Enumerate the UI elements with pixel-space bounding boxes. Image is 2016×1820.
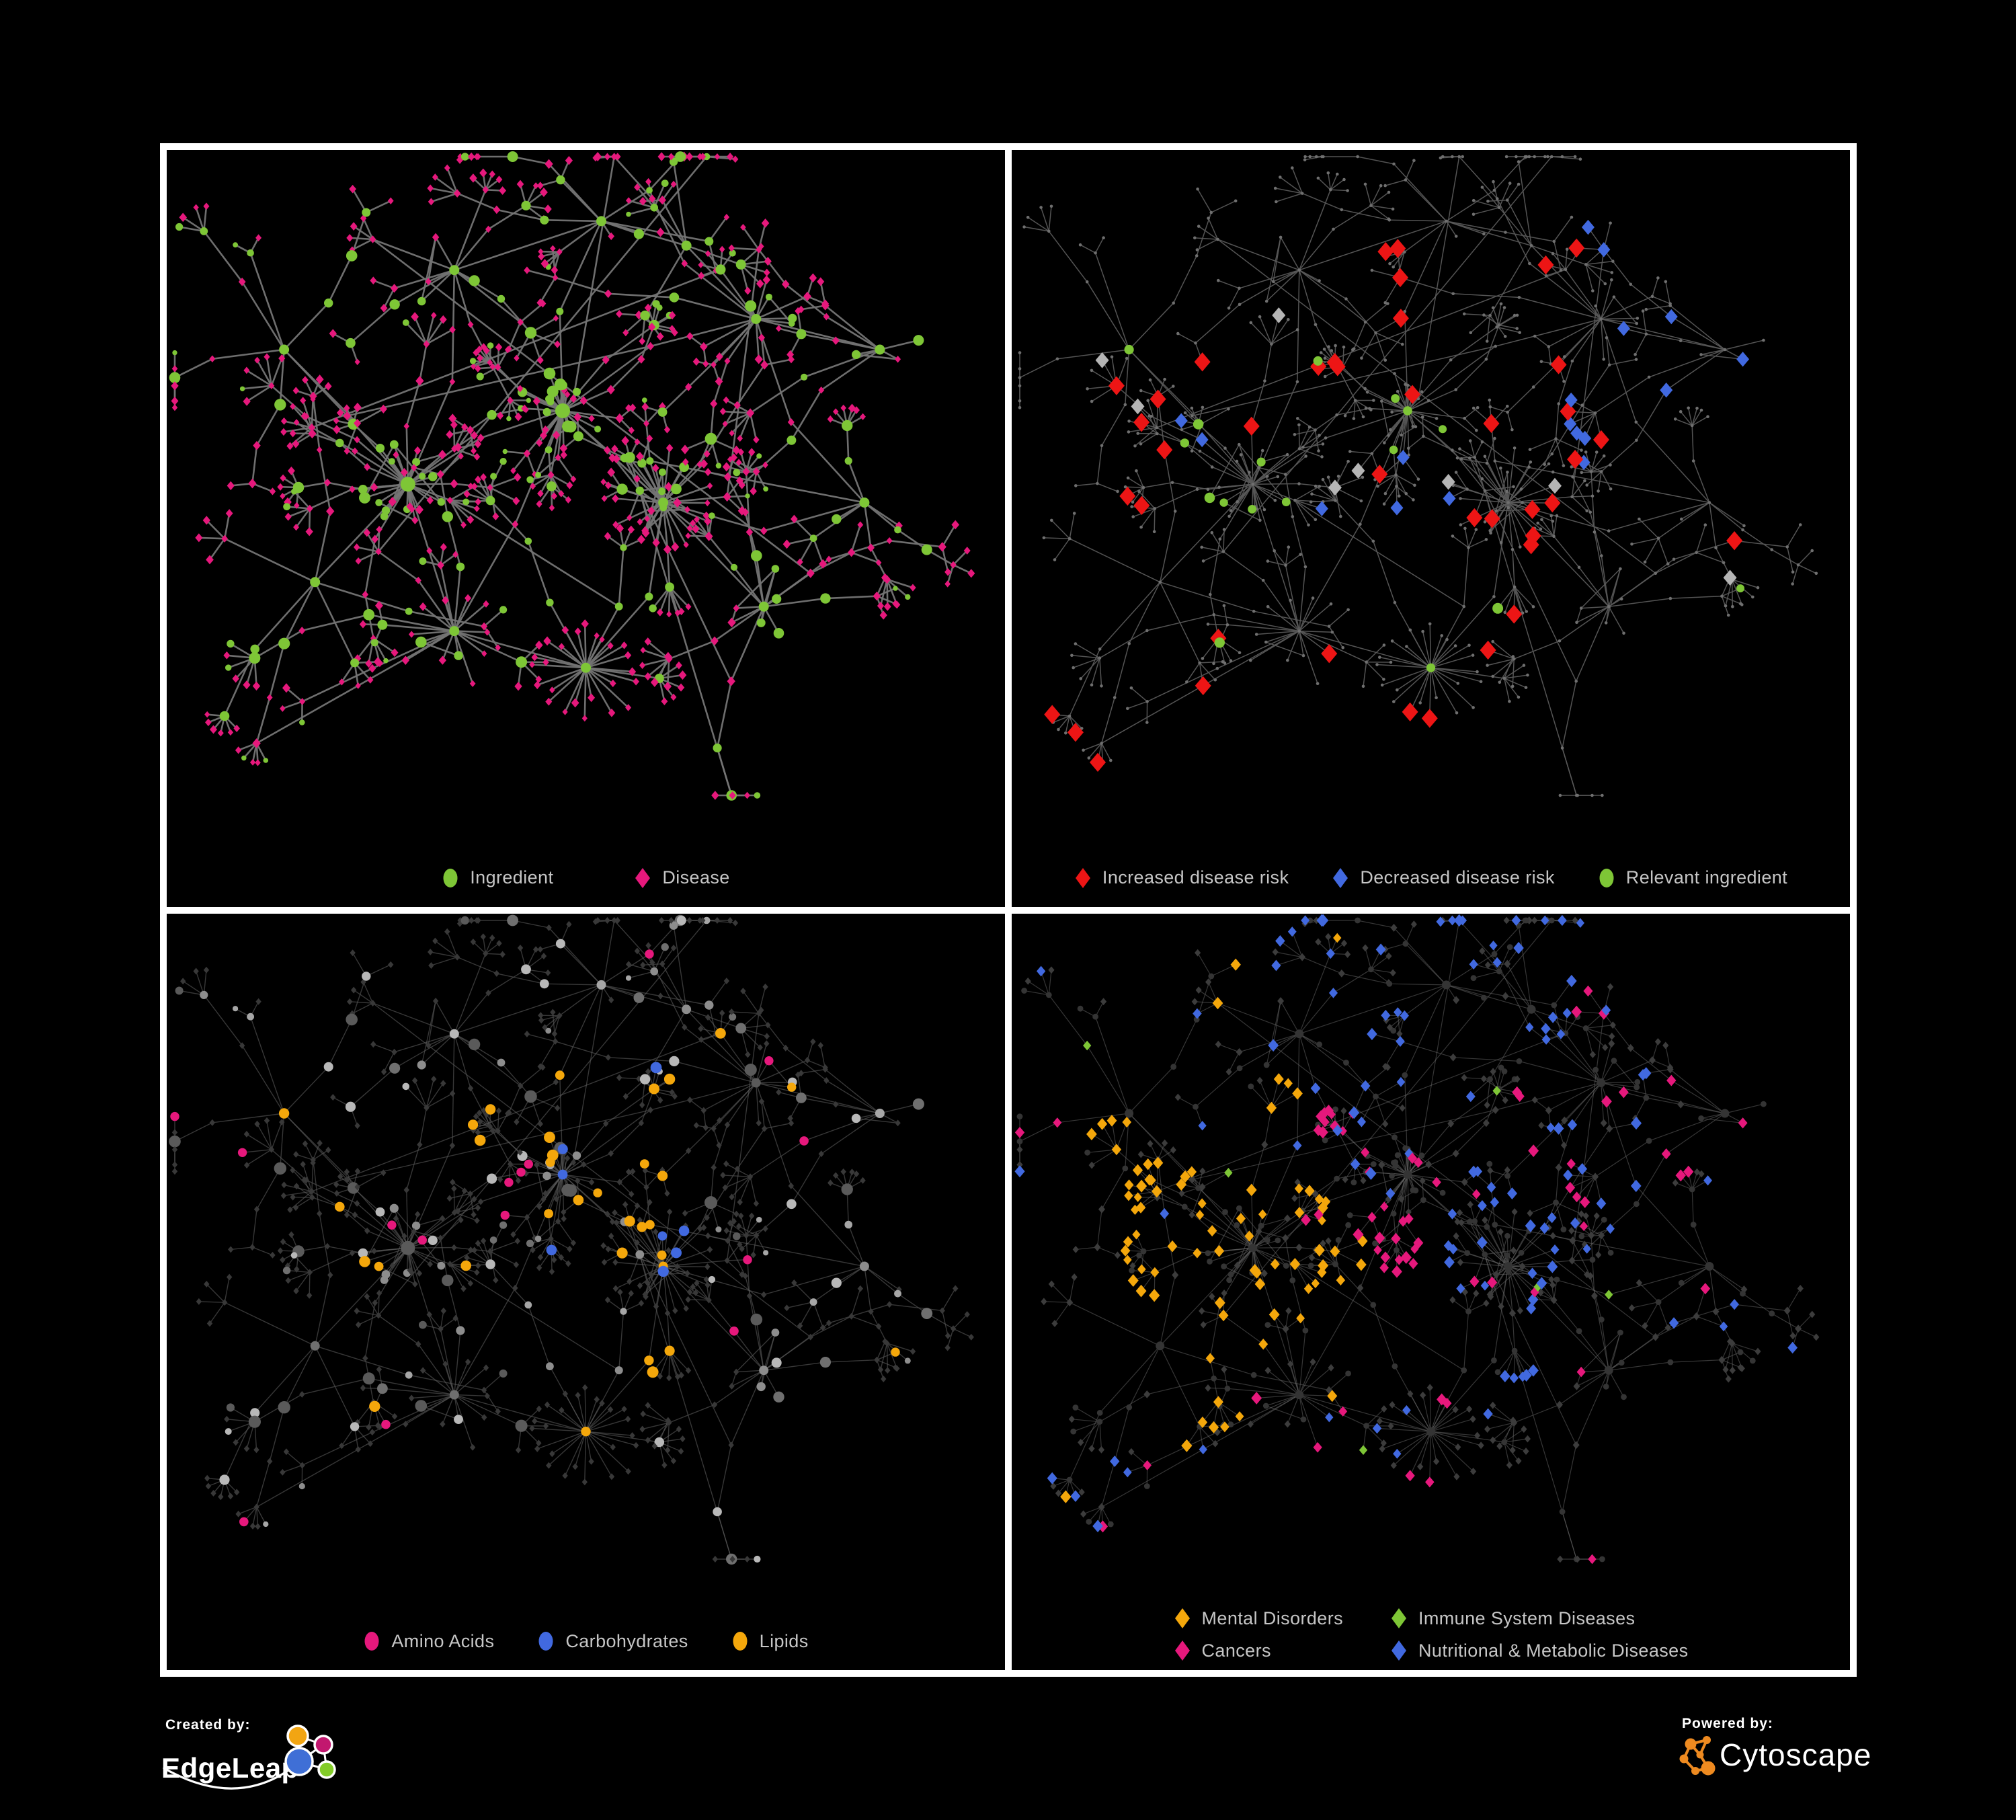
legend-item-amino-acids: Amino Acids: [363, 1630, 494, 1653]
legend-diamond-icon: [1174, 1640, 1190, 1661]
panel-disease-categories: Mental Disorders Cancers Immune System Dis…: [1012, 913, 1850, 1670]
legend-item-immune-system-diseases: Immune System Diseases: [1390, 1607, 1688, 1630]
legend-label: Increased disease risk: [1102, 867, 1289, 887]
legend-label: Carbohydrates: [565, 1630, 688, 1651]
panel-nutrient-classes: Amino Acids Carbohydrates Lipids: [167, 913, 1005, 1670]
legend-circle-icon: [1599, 868, 1614, 887]
legend-item-cancers: Cancers: [1174, 1639, 1343, 1662]
legend-label: Disease: [662, 867, 730, 887]
created-by-block: Created by: EdgeLeap: [160, 1709, 415, 1813]
legend-circle-icon: [443, 868, 458, 887]
legend-circle-icon: [538, 1632, 553, 1651]
edgeleap-swoosh: [163, 1762, 300, 1790]
legend-item-relevant-ingredient: Relevant ingredient: [1598, 867, 1787, 889]
created-by-label: Created by:: [165, 1717, 251, 1733]
legend-item-decreased-disease-risk: Decreased disease risk: [1332, 867, 1554, 889]
legend-diamond-icon: [1333, 867, 1348, 888]
legend-label: Cancers: [1201, 1640, 1271, 1661]
legend-circle-icon: [733, 1632, 748, 1651]
legend-ingredients-diseases: Ingredient Disease: [167, 867, 1005, 889]
legend-item-carbohydrates: Carbohydrates: [537, 1630, 688, 1653]
legend-diamond-icon: [1392, 1640, 1406, 1661]
legend-item-mental-disorders: Mental Disorders: [1174, 1607, 1343, 1630]
legend-item-nutritional-metabolic-diseases: Nutritional & Metabolic Diseases: [1390, 1639, 1688, 1662]
legend-label: Decreased disease risk: [1360, 867, 1555, 887]
legend-label: Relevant ingredient: [1625, 867, 1788, 887]
legend-label: Nutritional & Metabolic Diseases: [1418, 1640, 1689, 1661]
legend-label: Amino Acids: [391, 1630, 495, 1651]
legend-diamond-icon: [635, 867, 651, 888]
legend-label: Immune System Diseases: [1418, 1608, 1636, 1628]
cytoscape-brand: Cytoscape: [1720, 1737, 1871, 1772]
legend-disease-categories: Mental Disorders Cancers Immune System Dis…: [1012, 1607, 1850, 1662]
legend-disease-risk: Increased disease risk Decreased disease …: [1012, 867, 1850, 889]
panel-grid: Ingredient Disease Increased disease risk…: [160, 143, 1857, 1677]
legend-item-lipids: Lipids: [731, 1630, 809, 1653]
legend-diamond-icon: [1174, 1608, 1190, 1628]
legend-label: Ingredient: [470, 867, 554, 887]
edgeleap-brand: EdgeLeap: [161, 1752, 299, 1784]
network-ingredients-diseases: [169, 151, 975, 801]
legend-label: Lipids: [759, 1630, 809, 1651]
network-nutrient-classes: [169, 914, 974, 1565]
legend-item-ingredient: Ingredient: [442, 867, 553, 889]
legend-circle-icon: [364, 1632, 379, 1651]
edgeleap-logo: Created by: EdgeLeap: [161, 1717, 336, 1790]
network-disease-categories: [1014, 914, 1820, 1564]
cytoscape-network-icon: [1679, 1736, 1716, 1776]
powered-by-label: Powered by:: [1682, 1716, 1773, 1731]
network-disease-risk: [1018, 155, 1818, 797]
legend-item-disease: Disease: [634, 867, 729, 889]
legend-diamond-icon: [1392, 1608, 1406, 1628]
panel-ingredients-diseases: Ingredient Disease: [167, 150, 1005, 907]
cytoscape-logo: Powered by: Cytoscape: [1679, 1716, 1871, 1776]
legend-label: Mental Disorders: [1201, 1608, 1343, 1628]
panel-disease-risk: Increased disease risk Decreased disease …: [1012, 150, 1850, 907]
legend-item-increased-disease-risk: Increased disease risk: [1074, 867, 1289, 889]
edgeleap-network-icon: [284, 1725, 336, 1779]
legend-nutrient-classes: Amino Acids Carbohydrates Lipids: [167, 1630, 1005, 1653]
powered-by-block: Powered by: Cytoscape: [1675, 1709, 1884, 1800]
legend-diamond-icon: [1075, 867, 1090, 888]
